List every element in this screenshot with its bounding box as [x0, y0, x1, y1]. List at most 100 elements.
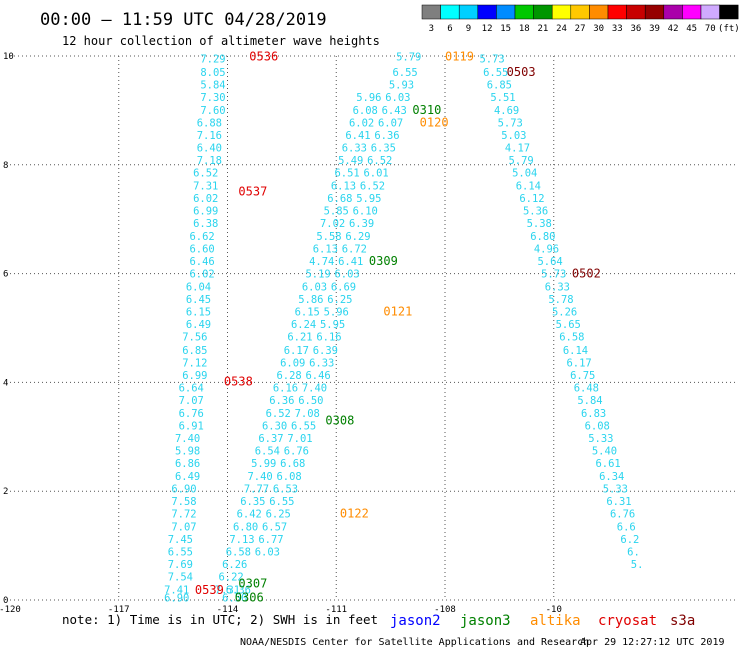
wave-height-point: 6.33 [309, 357, 334, 369]
wave-height-point: 5.19 [305, 269, 330, 281]
wave-height-point: 5.73 [541, 269, 566, 281]
wave-height-point: 6.58 [226, 547, 251, 559]
wave-height-point: 5.73 [498, 117, 523, 129]
wave-height-point: 5.85 [324, 205, 349, 217]
wave-height-point: 7.45 [168, 534, 193, 546]
wave-height-point: 6.39 [349, 218, 374, 230]
wave-height-point: 6.16 [273, 382, 298, 394]
wave-height-point: 6.30 [262, 420, 287, 432]
wave-height-point: 6.35 [240, 496, 265, 508]
wave-height-point: 6.57 [262, 522, 287, 534]
credit-text: NOAA/NESDIS Center for Satellite Applica… [240, 637, 589, 648]
wave-height-point: 6.03 [255, 547, 280, 559]
wave-height-point: 7.07 [179, 395, 204, 407]
scale-label: 45 [686, 24, 697, 34]
wave-height-point: 4.69 [494, 105, 519, 117]
scale-label: 15 [500, 24, 511, 34]
wave-height-point: 6.28 [276, 370, 301, 382]
wave-height-point: 6.41 [338, 256, 363, 268]
wave-height-point: 6.04 [186, 282, 211, 294]
wave-height-point: 6.46 [189, 256, 214, 268]
wave-height-point: 7.60 [200, 105, 225, 117]
wave-height-point: 6.52 [360, 180, 385, 192]
wave-height-point: 5.96 [356, 92, 381, 104]
wave-height-point: 7.13 [229, 534, 254, 546]
wave-height-point: 6.17 [284, 345, 309, 357]
wave-height-point: 7.56 [182, 332, 207, 344]
wave-height-point: 6.17 [566, 357, 591, 369]
grid-lines [10, 55, 735, 601]
wave-height-point: 6.2 [620, 534, 639, 546]
wave-height-point: 7.41 [164, 585, 189, 597]
wave-height-point: 6.68 [280, 458, 305, 470]
wave-height-point: 6.14 [516, 180, 541, 192]
scale-label: 6 [447, 24, 452, 34]
wave-height-point: 7.77 [244, 483, 269, 495]
wave-height-point: 6.02 [193, 193, 218, 205]
pass-time-label: 0120 [420, 115, 449, 129]
wave-height-point: 6.60 [189, 244, 214, 256]
wave-height-point: 6.14 [563, 345, 588, 357]
wave-height-point: 6.55 [168, 547, 193, 559]
wave-height-point: 6.36 [374, 130, 399, 142]
wave-height-point: 6.48 [574, 382, 599, 394]
wave-height-point: 7.40 [175, 433, 200, 445]
satellite-legend: jason2 jason3 altika cryosat s3a [390, 613, 695, 629]
scale-swatch [570, 4, 590, 20]
wave-height-point: 6.01 [363, 167, 388, 179]
wave-height-point: 6.02 [349, 117, 374, 129]
scale-label: 42 [668, 24, 679, 34]
wave-height-point: 6.46 [305, 370, 330, 382]
wave-height-point: 6.16 [316, 332, 341, 344]
wave-height-point: 6.40 [197, 142, 222, 154]
wave-height-point: 6.45 [186, 294, 211, 306]
wave-height-point: 6.55 [483, 67, 508, 79]
wave-height-point: 6.25 [266, 509, 291, 521]
wave-height-point: 6.52 [193, 167, 218, 179]
wave-height-point: 6.08 [585, 420, 610, 432]
wave-height-point: 7.18 [197, 155, 222, 167]
wave-height-point: 5.78 [548, 294, 573, 306]
scale-label: 24 [556, 24, 567, 34]
wave-height-point: 5.38 [527, 218, 552, 230]
wave-height-point: 6.38 [193, 218, 218, 230]
wave-height-point: 6.49 [175, 471, 200, 483]
wave-height-point: 6.77 [258, 534, 283, 546]
wave-height-point: 6.22 [218, 572, 243, 584]
y-tick-label: 4 [3, 378, 8, 388]
scale-label: (ft) [718, 24, 740, 34]
wave-height-point: 6.85 [487, 79, 512, 91]
wave-height-point: 6.90 [171, 483, 196, 495]
wave-height-point: 6.86 [175, 458, 200, 470]
wave-height-point: 6.75 [570, 370, 595, 382]
pass-time-label: 0307 [238, 577, 267, 591]
wave-height-point: 6.49 [186, 319, 211, 331]
y-tick-label: 6 [3, 270, 8, 280]
wave-height-point: 6.26 [222, 559, 247, 571]
x-tick-label: -117 [108, 605, 130, 615]
wave-height-point: 6.76 [284, 445, 309, 457]
scale-swatch [514, 4, 534, 20]
wave-height-point: 6.03 [302, 282, 327, 294]
scale-swatch [421, 4, 441, 20]
wave-height-point: 6.39 [313, 345, 338, 357]
pass-time-label: 0308 [325, 413, 354, 427]
pass-time-label: 0119 [445, 50, 474, 64]
wave-height-point: 6.91 [179, 420, 204, 432]
wave-height-point: 6.33 [342, 142, 367, 154]
wave-height-point: 5.26 [552, 307, 577, 319]
wave-height-point: 5.36 [523, 205, 548, 217]
x-tick-label: -114 [217, 605, 239, 615]
wave-height-point: 5.58 [316, 231, 341, 243]
wave-height-point: 6.10 [353, 205, 378, 217]
wave-height-point: 6.72 [342, 244, 367, 256]
wave-height-point: 5.96 [324, 307, 349, 319]
wave-height-point: 5.98 [175, 445, 200, 457]
x-tick-label: -120 [0, 605, 21, 615]
wave-height-point: 7.01 [287, 433, 312, 445]
wave-height-point: 7.29 [200, 54, 225, 66]
pass-time-label: 0121 [383, 305, 412, 319]
scale-swatch [496, 4, 516, 20]
wave-height-point: 6.51 [334, 167, 359, 179]
